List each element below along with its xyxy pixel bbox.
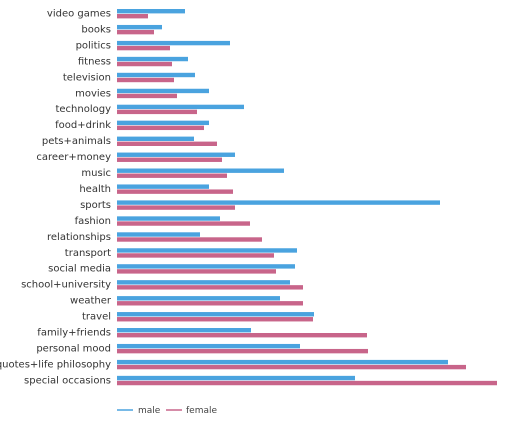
bar-female-personal-mood: [117, 348, 368, 354]
category-label-family-friends: family+friends: [37, 328, 111, 339]
category-label-school-university: school+university: [21, 280, 111, 291]
category-label-fashion: fashion: [75, 216, 111, 227]
bar-female-sports: [117, 205, 235, 210]
bar-female-fitness: [117, 61, 172, 67]
bar-male-technology: [117, 104, 244, 110]
bar-male-fashion: [117, 216, 220, 221]
bar-male-special-occasions: [117, 375, 355, 381]
bar-male-school-university: [117, 280, 290, 285]
category-label-relationships: relationships: [47, 232, 111, 243]
bar-female-pets-animals: [117, 141, 217, 146]
category-label-pets-animals: pets+animals: [42, 136, 111, 147]
bar-male-movies: [117, 88, 209, 94]
category-label-movies: movies: [75, 88, 111, 99]
bar-female-music: [117, 173, 227, 178]
bar-female-quotes-life-philosophy: [117, 364, 466, 370]
bar-male-personal-mood: [117, 343, 300, 349]
bar-male-travel: [117, 312, 314, 317]
category-labels: video games books politics fitness televisio…: [0, 9, 112, 387]
bar-female-health: [117, 189, 233, 194]
category-label-transport: transport: [65, 248, 111, 259]
bar-female-school-university: [117, 285, 303, 290]
category-label-sports: sports: [80, 200, 111, 211]
bar-male-health: [117, 184, 209, 189]
legend-male-label: male: [138, 406, 161, 416]
bar-male-family-friends: [117, 328, 251, 333]
bar-male-relationships: [117, 232, 200, 237]
bar-male-video-games: [117, 9, 185, 14]
category-label-special-occasions: special occasions: [24, 375, 111, 386]
bar-female-books: [117, 29, 154, 35]
category-label-television: television: [63, 72, 111, 83]
bar-female-food-drink: [117, 125, 204, 131]
bar-male-politics: [117, 40, 230, 46]
category-label-quotes-life-philosophy: quotes+life philosophy: [0, 359, 111, 370]
bar-male-quotes-life-philosophy: [117, 359, 448, 365]
legend: male female: [117, 406, 217, 416]
category-label-technology: technology: [55, 104, 111, 115]
category-label-video-games: video games: [47, 9, 111, 20]
bar-male-television: [117, 72, 195, 78]
legend-female-label: female: [186, 406, 217, 416]
bar-female-transport: [117, 253, 274, 258]
bar-female-weather: [117, 301, 303, 306]
bar-male-books: [117, 24, 162, 30]
category-label-social-media: social media: [48, 264, 111, 275]
bar-female-family-friends: [117, 333, 367, 338]
bar-male-food-drink: [117, 120, 209, 126]
bar-female-special-occasions: [117, 380, 497, 386]
bar-male-music: [117, 168, 284, 173]
bar-male-pets-animals: [117, 136, 194, 141]
category-label-books: books: [81, 24, 111, 35]
bar-male-sports: [117, 200, 440, 205]
category-label-food-drink: food+drink: [55, 120, 111, 131]
bar-male-weather: [117, 296, 280, 301]
category-label-weather: weather: [70, 296, 112, 307]
category-label-personal-mood: personal mood: [36, 343, 111, 354]
category-label-fitness: fitness: [78, 56, 111, 67]
bar-female-movies: [117, 93, 177, 99]
category-label-music: music: [81, 168, 111, 179]
bar-female-relationships: [117, 237, 262, 242]
bar-female-television: [117, 77, 174, 83]
category-label-travel: travel: [82, 312, 111, 323]
bar-male-fitness: [117, 56, 188, 62]
bar-female-social-media: [117, 269, 276, 274]
bar-female-video-games: [117, 14, 148, 19]
bar-male-transport: [117, 248, 297, 253]
category-label-politics: politics: [76, 40, 111, 51]
bars: [117, 9, 497, 386]
bar-female-travel: [117, 317, 313, 322]
bar-male-career-money: [117, 152, 235, 157]
category-label-career-money: career+money: [36, 152, 111, 163]
bar-female-career-money: [117, 157, 222, 162]
bar-male-social-media: [117, 264, 295, 269]
bar-female-technology: [117, 109, 197, 115]
bar-female-fashion: [117, 221, 250, 226]
category-label-health: health: [79, 184, 111, 195]
bar-female-politics: [117, 45, 170, 51]
